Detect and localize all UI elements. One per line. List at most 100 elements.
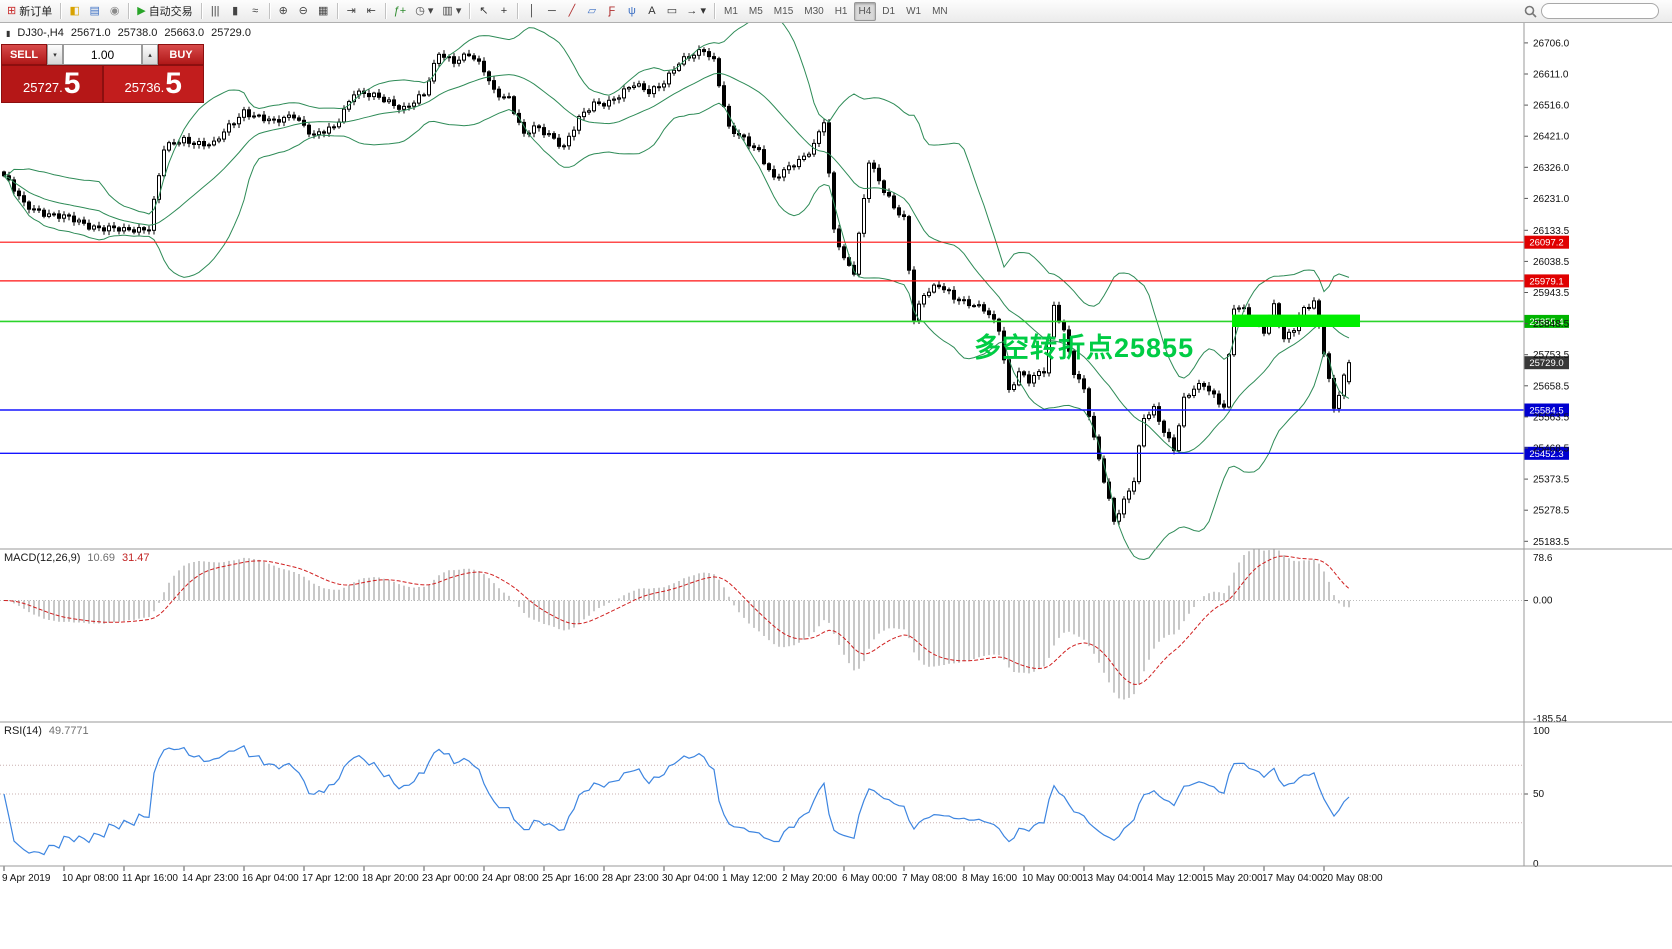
sell-price[interactable]: 25727. 5 (1, 65, 103, 103)
trendline-button[interactable]: ╱ (562, 2, 581, 21)
arrows-button[interactable]: → ▾ (682, 2, 710, 21)
periods-button[interactable]: ◷ ▾ (411, 2, 437, 21)
auto-scroll-button[interactable]: ⇥ (342, 2, 361, 21)
volume-decrease-button[interactable]: ▾ (47, 44, 63, 65)
chart-profiles-icon: ▤ (89, 4, 100, 17)
one-click-trading-panel: SELL ▾ ▴ BUY 25727.5 25736.5 (1, 44, 204, 103)
svg-text:13 May 04:00: 13 May 04:00 (1082, 873, 1143, 884)
rsi-label: RSI(14) 49.7771 (4, 725, 89, 737)
vertical-line-button[interactable]: │ (522, 2, 541, 21)
line-chart-button[interactable]: ≈ (246, 2, 265, 21)
timeframe-m30[interactable]: M30 (804, 5, 824, 17)
channel-button[interactable]: ▱ (582, 2, 601, 21)
new-order-icon: ⊞ (7, 4, 17, 17)
symbol-ohlc-line: ▮ DJ30-,H4 25671.0 25738.0 25663.0 25729… (6, 27, 251, 39)
data-window-button[interactable]: ◉ (105, 2, 124, 21)
svg-text:20 May 08:00: 20 May 08:00 (1322, 873, 1383, 884)
text-button[interactable]: A (642, 2, 661, 21)
zoom-out-button[interactable]: ⊖ (294, 2, 313, 21)
current-price-tag: 25729.0 (1524, 356, 1569, 369)
svg-text:23 Apr 00:00: 23 Apr 00:00 (422, 873, 479, 884)
macd-signal-value: 31.47 (121, 552, 150, 564)
rsi-panel: 100 50 0 (0, 721, 1550, 870)
timeframe-mn[interactable]: MN (932, 5, 948, 17)
timeframe-d1[interactable]: D1 (882, 5, 896, 17)
macd-name: MACD(12,26,9) (4, 552, 81, 564)
new-order-button[interactable]: ⊞ 新订单 (3, 2, 56, 21)
timeframe-m1[interactable]: M1 (723, 5, 738, 17)
svg-text:25979.1: 25979.1 (1529, 276, 1563, 287)
svg-text:26611.0: 26611.0 (1533, 70, 1569, 81)
timeframe-w1[interactable]: W1 (906, 5, 922, 17)
pivot-line-tag: 25855.4 (1524, 314, 1569, 328)
timeframe-h1[interactable]: H1 (834, 5, 848, 17)
volume-increase-button[interactable]: ▴ (142, 44, 158, 65)
bar-chart-button[interactable]: ||| (206, 2, 225, 21)
svg-text:2 May 20:00: 2 May 20:00 (782, 873, 837, 884)
fibonacci-button[interactable]: Ƒ (602, 2, 621, 21)
indicators-button[interactable]: ƒ+ (390, 2, 411, 21)
cursor-button[interactable]: ↖ (474, 2, 493, 21)
svg-text:26516.0: 26516.0 (1533, 101, 1570, 112)
candlestick-button[interactable]: ▮ (226, 2, 245, 21)
toolbar-separator (469, 3, 471, 19)
svg-text:26038.5: 26038.5 (1533, 257, 1570, 268)
timeframe-m15[interactable]: M15 (773, 5, 794, 17)
zoom-in-button[interactable]: ⊕ (274, 2, 293, 21)
new-chart-icon: ◧ (69, 4, 80, 17)
toolbar-separator (713, 3, 715, 19)
autotrading-button[interactable]: ▶ 自动交易 (133, 2, 196, 21)
macd-label: MACD(12,26,9) 10.69 31.47 (4, 552, 149, 564)
toolbar-separator (517, 3, 519, 19)
svg-text:25584.5: 25584.5 (1529, 406, 1563, 417)
new-chart-button[interactable]: ◧ (65, 2, 84, 21)
volume-input[interactable] (63, 44, 142, 65)
crosshair-button[interactable]: + (494, 2, 513, 21)
support-line-2-tag: 25452.3 (1524, 446, 1569, 460)
symbol-search (1524, 3, 1659, 19)
buy-button[interactable]: BUY (158, 44, 204, 65)
line-chart-icon: ≈ (252, 4, 259, 17)
svg-text:26326.0: 26326.0 (1533, 163, 1570, 174)
buy-price-main: 25736. (124, 80, 165, 95)
svg-text:25729.0: 25729.0 (1529, 358, 1563, 369)
text-icon: A (648, 4, 656, 17)
buy-price[interactable]: 25736. 5 (102, 65, 204, 103)
candlestick-layer (2, 45, 1351, 526)
pivot-annotation[interactable]: 多空转折点25855 (974, 333, 1195, 363)
panel-dividers[interactable] (0, 21, 1672, 867)
svg-text:100: 100 (1533, 726, 1550, 737)
label-icon: ▭ (666, 4, 678, 17)
ohlc-close: 25729.0 (211, 27, 251, 39)
toolbar-separator (200, 3, 202, 19)
horizontal-lines-layer[interactable] (0, 241, 1524, 454)
svg-text:25452.3: 25452.3 (1529, 449, 1563, 460)
chart-shift-button[interactable]: ⇤ (362, 2, 381, 21)
templates-button[interactable]: ▥ ▾ (438, 2, 465, 21)
macd-panel: 78.6 0.00 -185.54 (0, 548, 1567, 725)
cursor-icon: ↖ (479, 4, 489, 17)
tile-windows-button[interactable]: ▦ (314, 2, 333, 21)
andrews-pitchfork-button[interactable]: ψ (622, 2, 641, 21)
svg-text:25278.5: 25278.5 (1533, 506, 1570, 517)
svg-text:0: 0 (1533, 859, 1539, 870)
auto-scroll-icon: ⇥ (346, 4, 356, 17)
svg-text:6 May 00:00: 6 May 00:00 (842, 873, 897, 884)
candlestick-icon: ▮ (232, 4, 239, 17)
rsi-value: 49.7771 (48, 725, 89, 737)
svg-text:-185.54: -185.54 (1533, 714, 1567, 725)
timeframe-h4[interactable]: H4 (853, 1, 877, 21)
chart-profiles-button[interactable]: ▤ (85, 2, 104, 21)
sell-button[interactable]: SELL (1, 44, 47, 65)
arrows-icon: → ▾ (686, 4, 706, 17)
highlight-rectangle[interactable] (1232, 314, 1360, 327)
horizontal-line-button[interactable]: ─ (542, 2, 561, 21)
resistance-line-1-tag: 26097.2 (1524, 235, 1569, 249)
buy-price-big: 5 (165, 67, 182, 100)
svg-text:25658.5: 25658.5 (1533, 381, 1570, 392)
timeframe-m5[interactable]: M5 (748, 5, 763, 17)
ohlc-high: 25738.0 (117, 27, 158, 39)
label-button[interactable]: ▭ (662, 2, 681, 21)
svg-text:15 May 20:00: 15 May 20:00 (1202, 873, 1263, 884)
search-input[interactable] (1541, 3, 1659, 19)
